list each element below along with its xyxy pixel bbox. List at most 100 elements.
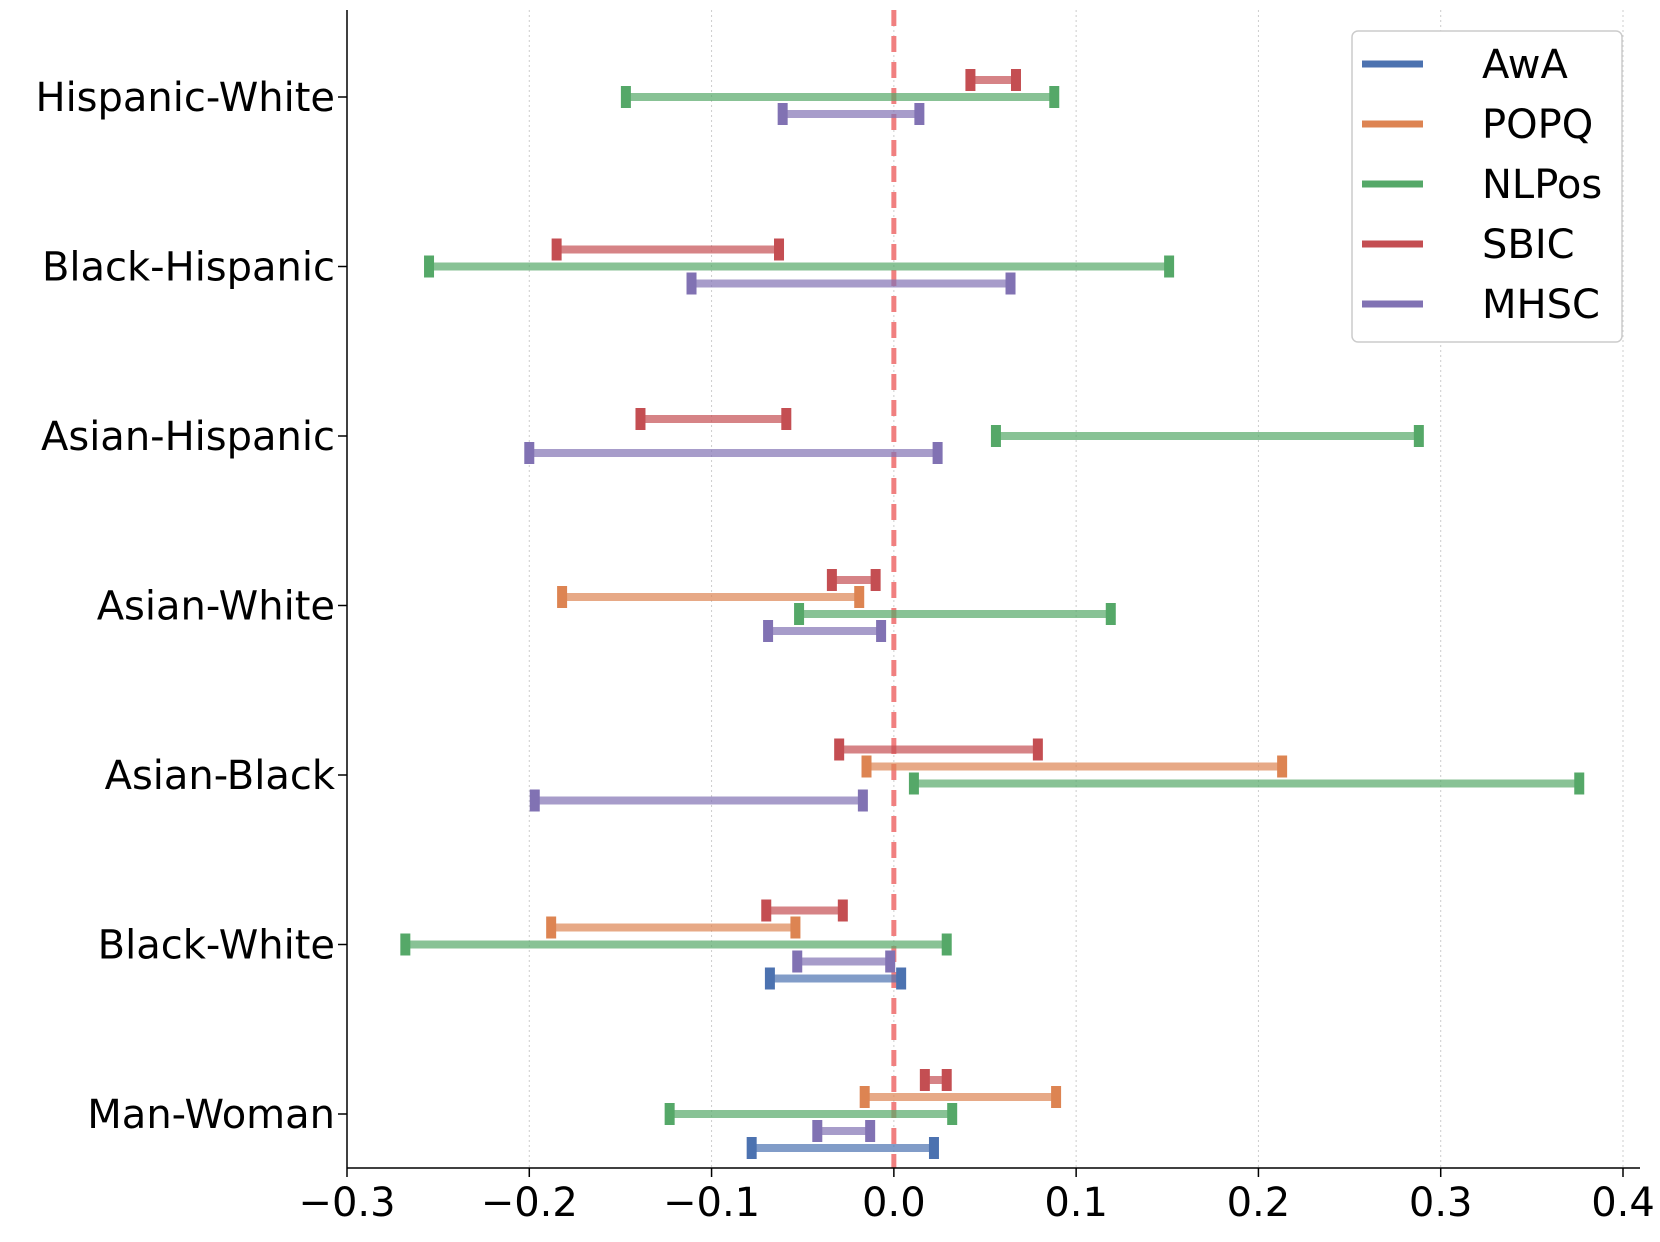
x-tick-label: −0.1 [663, 1180, 760, 1226]
interval-popq [546, 916, 801, 939]
x-tick-label: 0.1 [1044, 1180, 1108, 1226]
interval-cap-high [774, 238, 785, 261]
interval-mhsc [529, 789, 868, 812]
interval-cap-low [792, 950, 803, 973]
category-label: Black-White [98, 923, 335, 969]
interval-sbic [826, 569, 881, 591]
legend-label-awa: AwA [1482, 42, 1568, 88]
interval-cap-high [837, 899, 848, 922]
interval-sbic [635, 408, 792, 430]
interval-cap-low [794, 603, 805, 625]
interval-cap-low [990, 425, 1001, 447]
interval-cap-high [1164, 255, 1175, 278]
interval-cap-low [400, 933, 411, 956]
interval-cap-high [1413, 425, 1424, 447]
interval-mhsc [777, 103, 925, 125]
interval-awa [764, 967, 907, 990]
interval-cap-high [1049, 86, 1060, 108]
legend: AwA POPQ NLPos SBIC MHSC [1351, 30, 1623, 343]
interval-cap-low [812, 1120, 823, 1142]
interval-cap-low [965, 69, 976, 91]
category-label: Asian-Black [105, 753, 336, 799]
interval-cap-low [529, 789, 540, 812]
interval-cap-low [908, 772, 919, 795]
interval-cap-high [914, 103, 925, 125]
interval-mhsc [812, 1120, 876, 1142]
interval-bars-layer [400, 69, 1585, 1159]
interval-sbic [761, 899, 848, 922]
interval-cap-high [896, 967, 907, 990]
legend-label-popq: POPQ [1482, 102, 1593, 148]
interval-sbic [965, 69, 1021, 91]
interval-cap-high [928, 1137, 939, 1159]
interval-nlpos [794, 603, 1116, 625]
interval-cap-high [1051, 1086, 1062, 1108]
interval-cap-low [826, 569, 837, 591]
category-labels-layer: Hispanic-White Black-Hispanic Asian-Hispan… [35, 75, 347, 1138]
interval-popq [859, 1086, 1062, 1108]
x-tick-label: 0.2 [1227, 1180, 1291, 1226]
interval-popq [557, 586, 865, 608]
interval-cap-low [861, 755, 872, 778]
interval-cap-low [834, 738, 845, 761]
interval-cap-low [620, 86, 631, 108]
category-label: Hispanic-White [35, 75, 335, 121]
category-label: Black-Hispanic [42, 245, 335, 291]
category-label: Man-Woman [87, 1092, 335, 1138]
interval-cap-high [941, 1069, 952, 1091]
interval-cap-low [546, 916, 557, 939]
interval-cap-high [941, 933, 952, 956]
legend-label-nlpos: NLPos [1482, 162, 1602, 208]
interval-cap-high [781, 408, 792, 430]
interval-cap-high [1032, 738, 1043, 761]
x-tick-label: 0.0 [862, 1180, 926, 1226]
interval-cap-high [1277, 755, 1288, 778]
x-tick-label: 0.3 [1409, 1180, 1473, 1226]
interval-cap-high [932, 442, 943, 464]
interval-cap-high [870, 569, 881, 591]
interval-cap-low [424, 255, 435, 278]
axes-layer [346, 10, 1640, 1169]
interval-cap-low [635, 408, 646, 430]
interval-popq [861, 755, 1288, 778]
interval-nlpos [424, 255, 1175, 278]
interval-sbic [834, 738, 1043, 761]
legend-label-sbic: SBIC [1482, 222, 1575, 268]
interval-cap-low [524, 442, 535, 464]
interval-nlpos [908, 772, 1585, 795]
interval-sbic [551, 238, 785, 261]
interval-cap-high [865, 1120, 876, 1142]
interval-mhsc [763, 620, 887, 642]
interval-cap-low [686, 272, 697, 295]
interval-cap-high [854, 586, 865, 608]
interval-nlpos [990, 425, 1424, 447]
interval-cap-low [551, 238, 562, 261]
interval-mhsc [524, 442, 943, 464]
interval-cap-low [746, 1137, 757, 1159]
interval-cap-high [1105, 603, 1116, 625]
interval-cap-high [1010, 69, 1021, 91]
interval-nlpos [400, 933, 952, 956]
interval-cap-high [790, 916, 801, 939]
interval-cap-low [664, 1103, 675, 1125]
interval-mhsc [686, 272, 1016, 295]
interval-cap-high [1574, 772, 1585, 795]
interval-mhsc [792, 950, 896, 973]
interval-nlpos [620, 86, 1060, 108]
x-tick-label: 0.4 [1591, 1180, 1655, 1226]
interval-cap-high [876, 620, 887, 642]
interval-cap-high [947, 1103, 958, 1125]
legend-label-mhsc: MHSC [1482, 282, 1600, 328]
x-tick-label: −0.2 [481, 1180, 578, 1226]
category-label: Asian-Hispanic [41, 414, 335, 460]
interval-cap-low [557, 586, 568, 608]
interval-cap-high [885, 950, 896, 973]
category-label: Asian-White [97, 584, 335, 630]
interval-cap-low [919, 1069, 930, 1091]
interval-cap-low [764, 967, 775, 990]
interval-cap-high [1005, 272, 1016, 295]
interval-cap-low [859, 1086, 870, 1108]
interval-cap-low [761, 899, 772, 922]
interval-cap-low [763, 620, 774, 642]
